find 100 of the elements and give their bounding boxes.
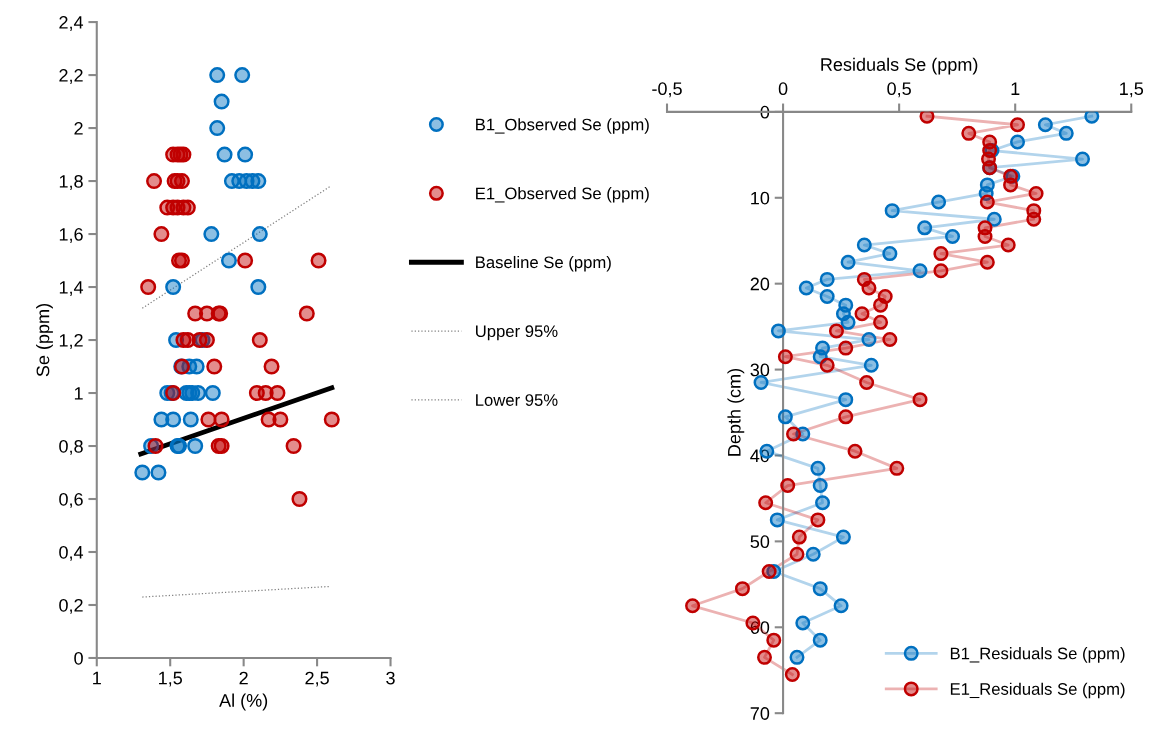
point [798, 280, 814, 296]
x-tick-label: 1,5 [1120, 82, 1144, 98]
point [961, 125, 977, 141]
point [188, 358, 205, 375]
point [838, 392, 854, 408]
y-tick-label: 2,2 [59, 69, 83, 84]
point [758, 495, 774, 511]
point [150, 464, 167, 481]
y-tick-label: 70 [750, 707, 770, 720]
y-tick-label: 0,4 [59, 545, 84, 561]
point [810, 460, 826, 476]
point [165, 411, 182, 428]
point [237, 146, 254, 163]
point [933, 246, 949, 262]
point [861, 280, 877, 296]
point [784, 667, 800, 683]
point [1084, 111, 1100, 124]
point [1000, 237, 1016, 253]
point [805, 546, 821, 562]
point [780, 478, 796, 494]
point [272, 411, 289, 428]
point [769, 512, 785, 528]
point [165, 279, 182, 296]
point [734, 581, 750, 597]
point [859, 374, 875, 390]
y-axis-title: Depth (cm) [727, 369, 745, 456]
point [251, 226, 268, 243]
y-tick-label: 0 [74, 651, 83, 665]
point [933, 263, 949, 279]
x-axis-title: Al (%) [219, 693, 268, 711]
y-tick-label: 1,2 [59, 333, 83, 349]
point [777, 349, 793, 365]
x-tick-label: 2,5 [305, 671, 329, 687]
y-tick-label: 0,2 [59, 598, 83, 614]
point [140, 279, 157, 296]
point [847, 443, 863, 459]
point [216, 146, 233, 163]
point [815, 495, 831, 511]
point [838, 409, 854, 425]
point [917, 220, 933, 236]
point [1010, 117, 1026, 133]
point [250, 279, 267, 296]
point [153, 226, 170, 243]
point [1075, 151, 1091, 167]
point [810, 512, 826, 528]
point [873, 314, 889, 330]
point [147, 438, 164, 455]
point [819, 357, 835, 373]
point [298, 305, 315, 322]
point [786, 426, 802, 442]
point [977, 228, 993, 244]
y-tick-label: 1 [74, 387, 83, 400]
point [979, 194, 995, 210]
point [912, 392, 928, 408]
x-tick-label: -0,5 [652, 82, 682, 98]
point [263, 358, 280, 375]
y-tick-label: 20 [750, 277, 770, 291]
x-axis-title: Residuals Se (ppm) [821, 57, 978, 75]
point [812, 632, 828, 648]
point [838, 340, 854, 356]
y-tick-label: 10 [751, 191, 770, 205]
point [945, 228, 961, 244]
point [190, 385, 207, 402]
x-tick-label: 1 [1011, 82, 1020, 95]
point [828, 323, 844, 339]
legend-label: B1_Observed Se (ppm) [476, 118, 649, 134]
point [250, 173, 267, 190]
point [209, 67, 226, 84]
point [1028, 185, 1044, 201]
point [204, 385, 221, 402]
point [884, 203, 900, 219]
point [187, 438, 204, 455]
point [182, 411, 199, 428]
point [251, 332, 268, 349]
point [789, 546, 805, 562]
point [770, 323, 786, 339]
y-tick-label: 30 [750, 363, 770, 377]
point [1003, 177, 1019, 193]
point [812, 581, 828, 597]
point [1026, 211, 1042, 227]
point [882, 332, 898, 348]
legend-label: E1_Residuals Se (ppm) [950, 682, 1125, 699]
point [840, 254, 856, 270]
point [856, 237, 872, 253]
point [840, 314, 856, 330]
point [173, 173, 190, 190]
x-tick-label: 2 [239, 671, 248, 685]
point [766, 632, 782, 648]
x-tick-label: 0 [778, 82, 788, 96]
point [198, 332, 215, 349]
point [835, 529, 851, 545]
y-tick-label: 2 [74, 122, 83, 135]
point [979, 254, 995, 270]
point [812, 478, 828, 494]
legend-label: B1_Residuals Se (ppm) [950, 647, 1125, 663]
point [323, 411, 340, 428]
point [931, 194, 947, 210]
point [819, 289, 835, 305]
point [861, 332, 877, 348]
x-tick-label: 3 [386, 671, 395, 685]
